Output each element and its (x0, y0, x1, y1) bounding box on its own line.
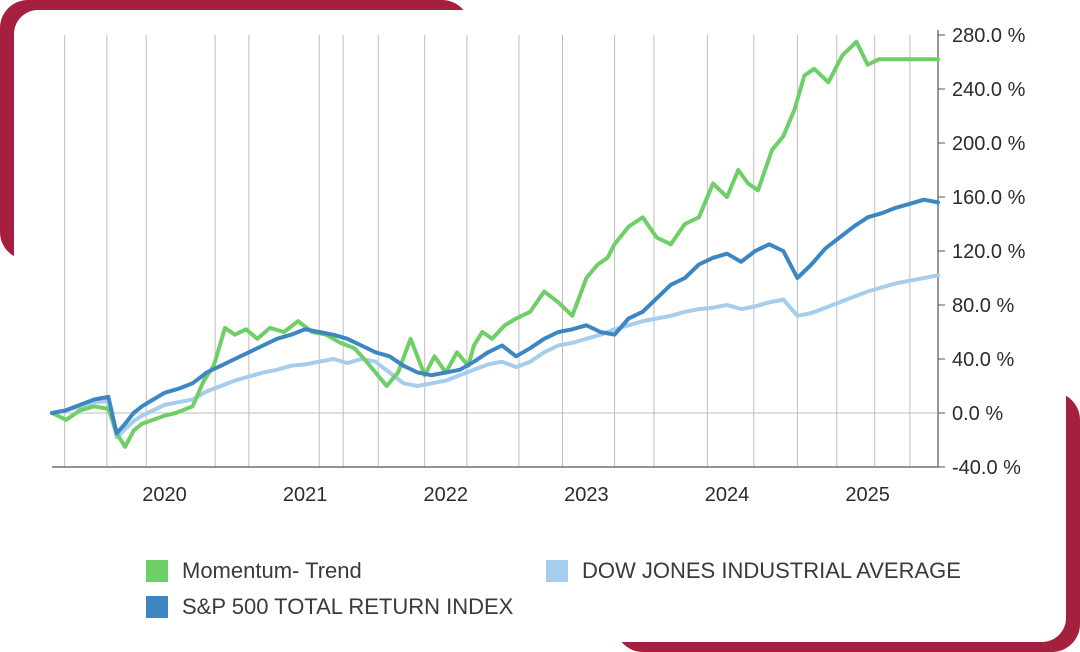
x-tick-label-2023: 2023 (564, 484, 609, 506)
x-tick-label-2025: 2025 (845, 484, 890, 506)
legend-label-dow: DOW JONES INDUSTRIAL AVERAGE (582, 558, 961, 583)
legend-item-momentum: Momentum- Trend (146, 558, 362, 584)
x-tick-label-2020: 2020 (142, 484, 187, 506)
legend-label-momentum: Momentum- Trend (182, 558, 362, 583)
chart-card (14, 10, 1066, 642)
series-line-momentum (50, 39, 940, 449)
y-tick-label-0: 280.0 % (952, 25, 1026, 47)
chart-axes (52, 30, 939, 468)
y-tick-label-8: -40.0 % (952, 457, 1021, 479)
x-tick-label-2021: 2021 (283, 484, 328, 506)
y-tick-label-4: 120.0 % (952, 241, 1026, 263)
series-line-sp500 (50, 197, 940, 436)
y-tick-label-2: 200.0 % (952, 133, 1026, 155)
y-tick-label-3: 160.0 % (952, 187, 1026, 209)
x-tick-label-2024: 2024 (705, 484, 750, 506)
y-tick-label-7: 0.0 % (952, 403, 1003, 425)
y-tick-label-6: 40.0 % (952, 349, 1014, 371)
legend-item-sp500: S&P 500 TOTAL RETURN INDEX (146, 594, 513, 620)
legend-item-dow: DOW JONES INDUSTRIAL AVERAGE (546, 558, 961, 584)
legend-swatch-dow (546, 560, 568, 582)
series-lines (50, 39, 940, 449)
legend-label-sp500: S&P 500 TOTAL RETURN INDEX (182, 594, 514, 619)
legend-swatch-momentum (146, 560, 168, 582)
y-tick-label-1: 240.0 % (952, 79, 1026, 101)
x-tick-label-2022: 2022 (424, 484, 469, 506)
x-axis-ticks: 2020 2021 2022 2023 2024 2025 (142, 484, 890, 506)
legend-swatch-sp500 (146, 596, 168, 618)
y-axis-ticks: 280.0 % 240.0 % 200.0 % 160.0 % 120.0 % 80.0 … (938, 25, 1026, 479)
series-line-dow (50, 273, 940, 440)
y-tick-label-5: 80.0 % (952, 295, 1014, 317)
